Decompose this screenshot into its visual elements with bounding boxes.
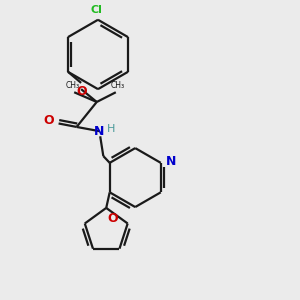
Text: CH₃: CH₃ xyxy=(110,81,124,90)
Text: CH₃: CH₃ xyxy=(65,81,80,90)
Text: O: O xyxy=(44,114,54,127)
Text: H: H xyxy=(107,124,115,134)
Text: N: N xyxy=(166,154,176,168)
Text: Cl: Cl xyxy=(90,4,102,15)
Text: O: O xyxy=(107,212,118,225)
Text: N: N xyxy=(94,124,104,138)
Text: O: O xyxy=(76,85,87,98)
